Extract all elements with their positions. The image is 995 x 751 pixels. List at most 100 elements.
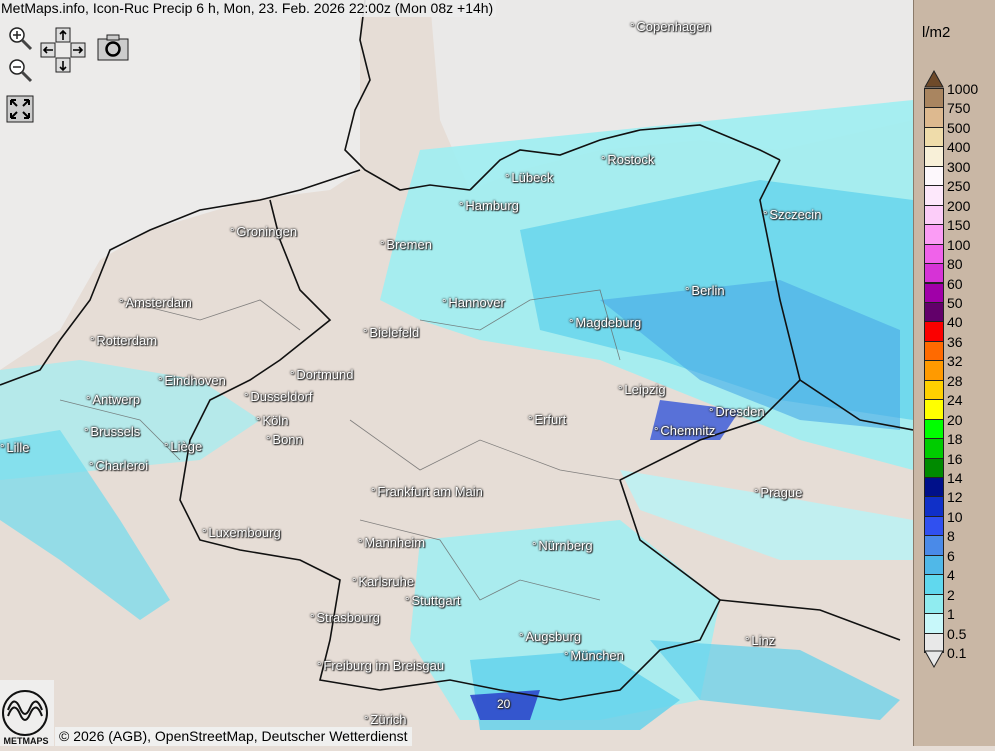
city-label: ° Köln [256, 413, 289, 429]
city-label: ° Antwerp [86, 392, 141, 408]
city-label: ° Bonn [266, 432, 303, 448]
city-label: ° Dusseldorf [244, 389, 313, 405]
city-label: ° Dresden [709, 404, 765, 420]
legend-label: 1 [947, 606, 955, 623]
legend-label: 50 [947, 294, 963, 311]
legend-swatch [924, 185, 944, 206]
legend-label: 6 [947, 547, 955, 564]
legend-label: 14 [947, 470, 963, 486]
legend-swatch [924, 263, 944, 284]
legend-swatch [924, 554, 944, 576]
zoom-out-icon [9, 59, 33, 83]
legend-swatch [924, 301, 944, 323]
zoom-in-button[interactable] [6, 25, 34, 51]
precip-value-label: 20 [497, 697, 511, 711]
legend-label: 400 [947, 139, 971, 156]
city-label: ° Frankfurt am Main [371, 484, 483, 500]
city-label: ° Brussels [84, 424, 141, 440]
screenshot-button[interactable] [97, 33, 129, 61]
city-label: ° Bremen [380, 237, 432, 253]
legend-label: 0.5 [947, 625, 967, 642]
legend-label: 16 [947, 450, 963, 467]
legend-swatch [924, 418, 944, 440]
city-label: ° Freiburg im Breisgau [317, 658, 445, 674]
legend-swatch [924, 165, 944, 187]
legend-label: 200 [947, 197, 971, 214]
legend-swatch [924, 321, 944, 342]
city-label: ° Magdeburg [569, 315, 642, 331]
legend-swatch [924, 613, 944, 634]
legend-label: 100 [947, 236, 971, 253]
city-label: ° Augsburg [519, 629, 582, 645]
legend-label: 40 [947, 314, 963, 331]
city-label: ° Stuttgart [405, 593, 461, 609]
city-label: ° Rostock [601, 152, 655, 168]
legend-label: 1000 [947, 81, 979, 97]
legend-label: 0.1 [947, 645, 967, 662]
legend-swatch [924, 496, 944, 517]
city-label: ° Nürnberg [532, 538, 593, 554]
city-label: ° Szczecin [763, 207, 822, 223]
legend-label: 8 [947, 528, 955, 545]
legend-swatch [924, 204, 944, 226]
city-label: ° Hannover [442, 295, 505, 311]
legend-label: 80 [947, 256, 963, 273]
city-label: ° Bielefeld [363, 325, 420, 341]
city-label: ° Charleroi [89, 458, 149, 474]
zoom-out-button[interactable] [6, 57, 34, 83]
pan-control[interactable] [40, 27, 88, 73]
legend-swatch [924, 438, 944, 459]
legend-swatch [924, 399, 944, 420]
city-label: ° Erfurt [528, 412, 567, 428]
precipitation-map[interactable] [0, 0, 913, 746]
legend-label: 250 [947, 178, 971, 195]
legend-swatch [924, 146, 944, 167]
legend-swatch [924, 107, 944, 128]
legend-label: 20 [947, 411, 963, 428]
legend-swatch [924, 126, 944, 148]
legend-label: 500 [947, 119, 971, 136]
legend-swatch [924, 574, 944, 595]
legend-swatch [924, 340, 944, 362]
city-label: ° Rotterdam [90, 333, 158, 349]
city-label: ° Amsterdam [119, 295, 192, 311]
legend-label: 24 [947, 392, 963, 409]
city-label: ° Dortmund [290, 367, 354, 383]
legend-label: 12 [947, 489, 963, 506]
fullscreen-icon [6, 95, 34, 123]
city-label: ° Eindhoven [158, 373, 226, 389]
legend-label: 300 [947, 158, 971, 175]
city-label: ° München [564, 648, 624, 664]
city-label: ° Strasbourg [310, 610, 380, 626]
attribution: © 2026 (AGB), OpenStreetMap, Deutscher W… [55, 727, 412, 746]
fullscreen-button[interactable] [6, 95, 34, 123]
legend-swatch [924, 360, 944, 381]
metmaps-logo: METMAPS [0, 680, 54, 746]
city-label: ° Hamburg [459, 198, 519, 214]
city-label: ° Prague [754, 485, 803, 501]
legend-swatch [924, 88, 944, 109]
legend-swatch [924, 477, 944, 498]
city-label: ° Karlsruhe [352, 574, 415, 590]
legend-swatch [924, 457, 944, 478]
legend-label: 36 [947, 333, 963, 350]
city-label: ° Mannheim [358, 535, 426, 551]
legend-swatch [924, 243, 944, 265]
city-label: ° Lille [0, 440, 30, 456]
city-label: ° Linz [745, 633, 776, 649]
pan-arrows-icon [40, 27, 86, 73]
legend-swatch [924, 379, 944, 401]
legend-bottom-triangle [924, 650, 944, 668]
legend-label: 10 [947, 508, 963, 525]
legend-swatch [924, 535, 944, 556]
legend-label: 150 [947, 217, 971, 234]
city-label: ° Berlin [685, 283, 725, 299]
city-label: ° Leipzig [618, 382, 666, 398]
city-label: ° Groningen [230, 224, 298, 240]
legend-label: 28 [947, 372, 963, 389]
city-label: ° Copenhagen [630, 19, 711, 35]
metmaps-logo-icon: METMAPS [2, 690, 49, 746]
legend-label: 4 [947, 567, 955, 584]
legend-top-triangle [924, 70, 944, 88]
legend-swatch [924, 224, 944, 245]
